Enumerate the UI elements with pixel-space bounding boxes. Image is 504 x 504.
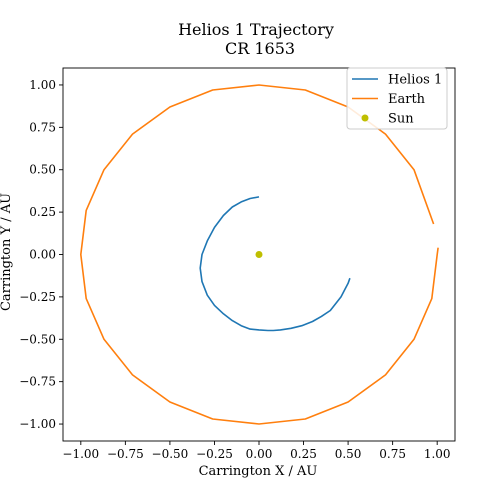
chart-title: Helios 1 Trajectory — [178, 20, 334, 39]
y-tick-label: 0.25 — [29, 205, 56, 219]
x-axis-label: Carrington X / AU — [199, 464, 318, 479]
legend-earth-label: Earth — [388, 92, 426, 107]
y-tick-label: −0.75 — [19, 375, 56, 389]
legend: Helios 1 Earth Sun — [346, 67, 448, 130]
legend-sun-label: Sun — [388, 112, 414, 127]
x-tick-label: 0.75 — [379, 447, 406, 461]
earth-trajectory-line — [80, 84, 439, 425]
x-tick-label: −0.25 — [196, 447, 233, 461]
x-tick-label: 0.25 — [290, 447, 317, 461]
y-tick-label: 0.00 — [29, 248, 56, 262]
y-tick-label: −0.50 — [19, 332, 56, 346]
y-tick-label: 0.50 — [29, 163, 56, 177]
helios-1-trajectory-line — [199, 196, 351, 332]
y-tick-label: 1.00 — [29, 78, 56, 92]
x-tick-label: −1.00 — [62, 447, 99, 461]
axis-ticks: −1.00 −0.75 −0.50 −0.25 0.00 0.25 0.50 0.75 1.00… — [19, 78, 450, 461]
x-tick-label: −0.75 — [107, 447, 144, 461]
chart-subtitle: CR 1653 — [225, 39, 295, 58]
x-tick-label: 0.50 — [335, 447, 362, 461]
x-tick-label: 0.00 — [246, 447, 273, 461]
legend-sun-marker — [361, 114, 369, 122]
y-tick-label: −0.25 — [19, 290, 56, 304]
y-tick-label: −1.00 — [19, 417, 56, 431]
x-tick-label: −0.50 — [152, 447, 189, 461]
y-tick-label: 0.75 — [29, 120, 56, 134]
y-axis-label: Carrington Y / AU — [0, 193, 14, 311]
sun-marker — [255, 251, 263, 258]
legend-helios-1-label: Helios 1 — [388, 73, 442, 88]
x-tick-label: 1.00 — [424, 447, 451, 461]
legend-box — [346, 67, 448, 130]
